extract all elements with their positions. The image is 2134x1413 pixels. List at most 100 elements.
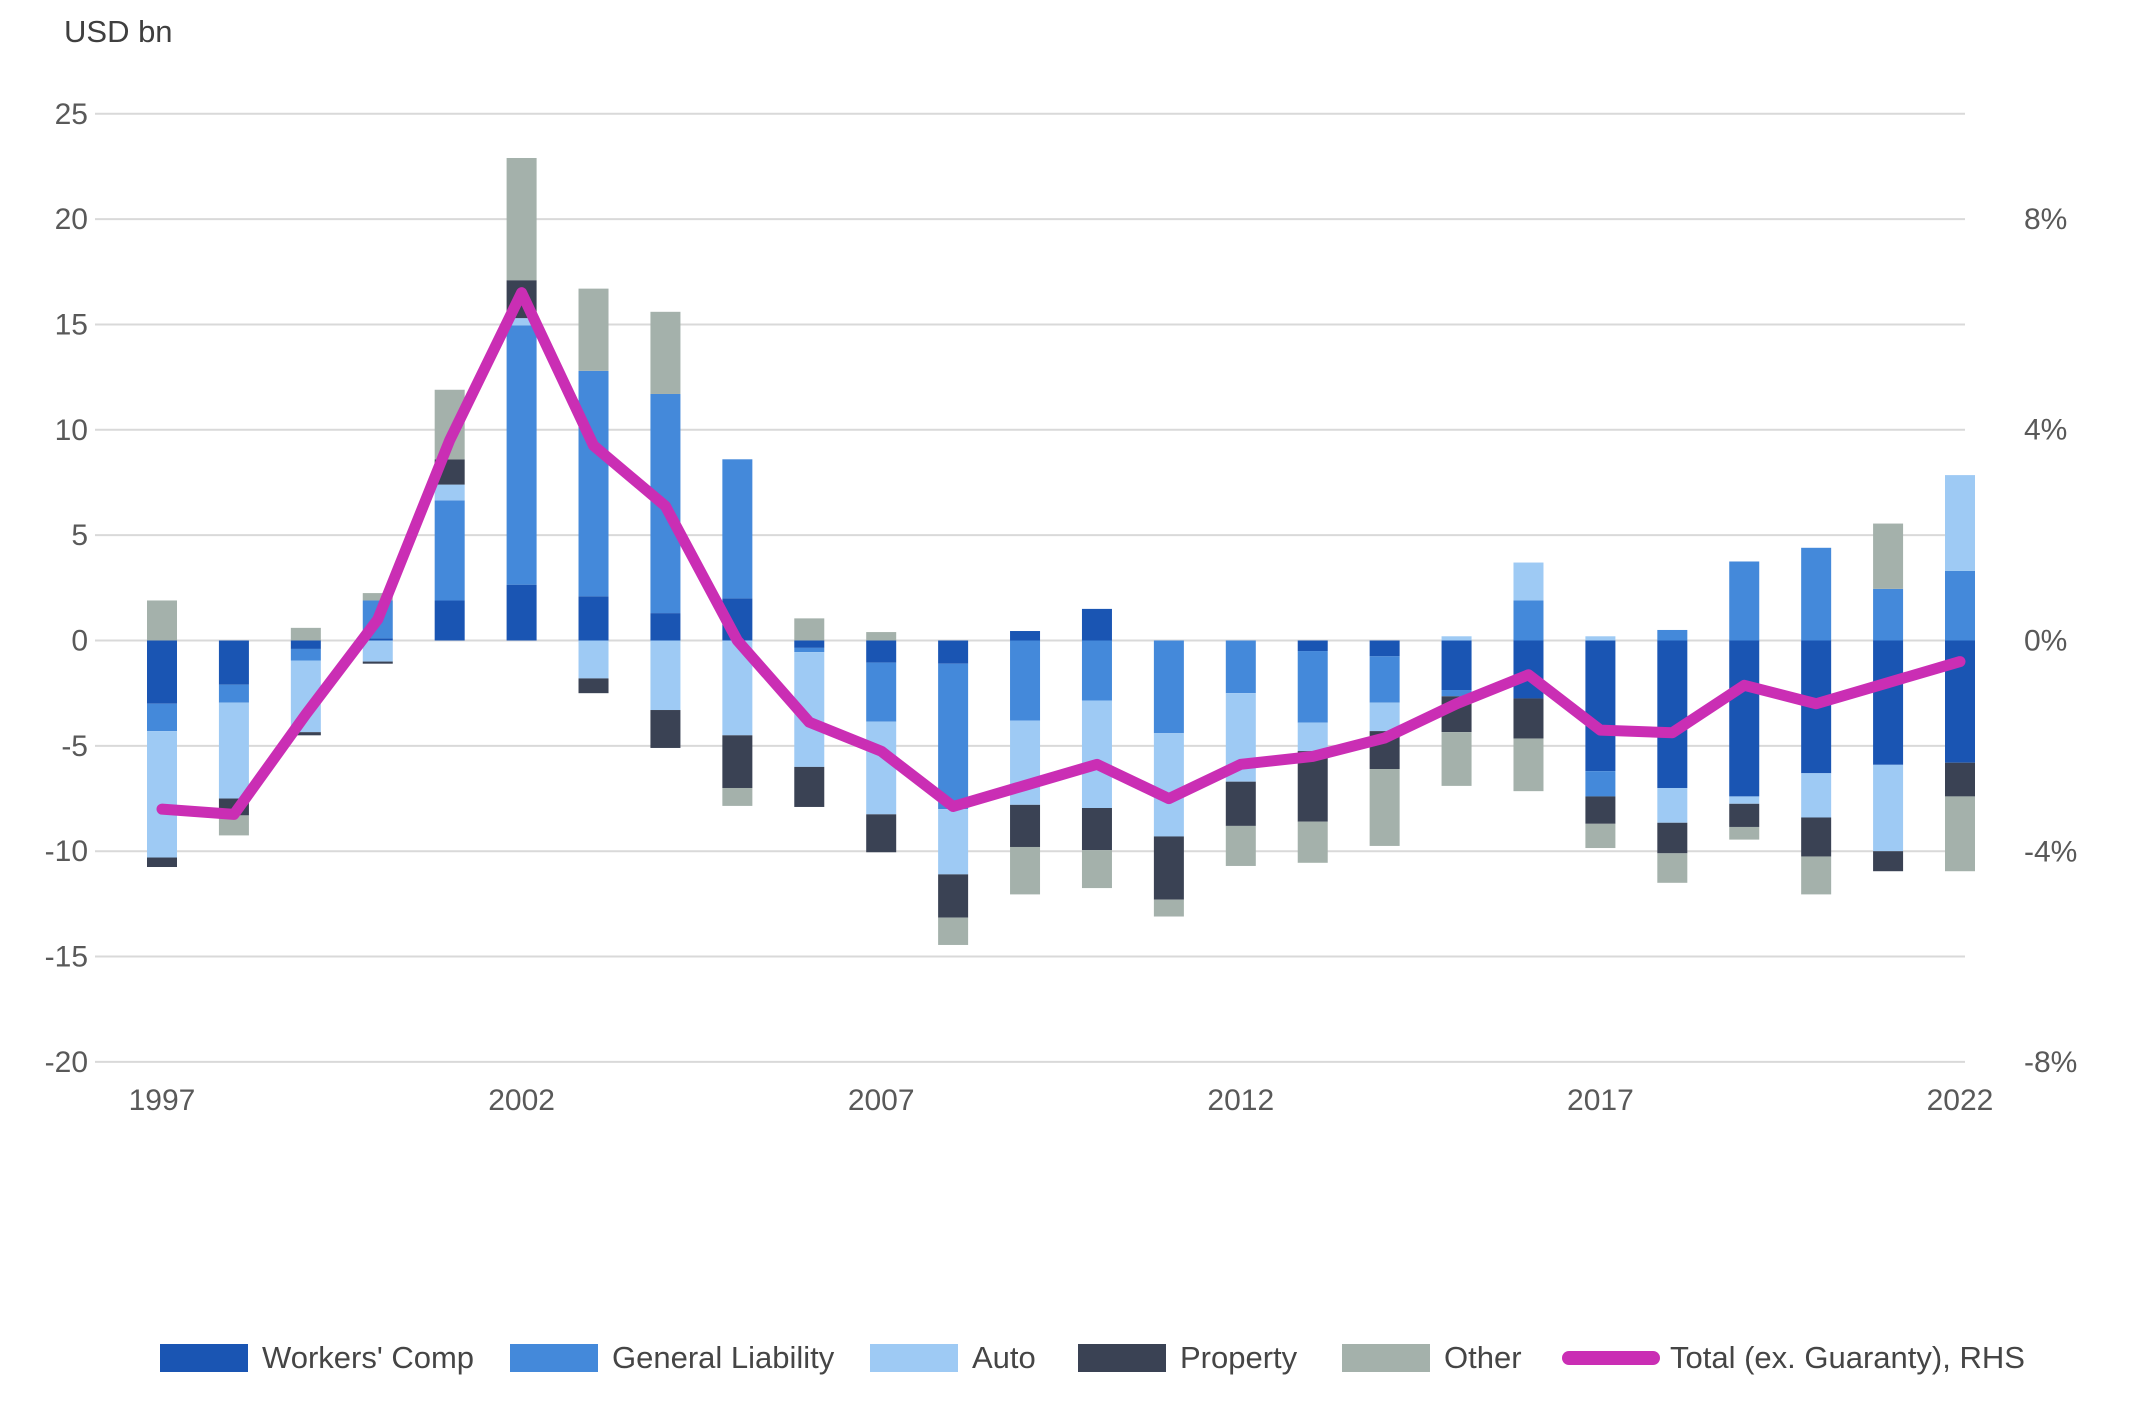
bar-segment-2008-property xyxy=(938,874,969,918)
legend-swatch-workers_comp xyxy=(160,1344,248,1372)
bar-segment-2011-other xyxy=(1153,899,1184,917)
bar-segment-1997-auto xyxy=(147,731,177,858)
bar-segment-2009-general_liability xyxy=(1010,640,1041,721)
bar-segment-2010-property xyxy=(1081,808,1112,851)
bar-segment-2016-auto xyxy=(1513,562,1544,601)
bar-segment-2006-workers_comp xyxy=(794,640,825,648)
bar-segment-2007-property xyxy=(866,814,897,853)
legend-swatch-total_line xyxy=(1562,1351,1660,1365)
bar-segment-2002-workers_comp xyxy=(506,584,537,641)
bar-segment-2015-auto xyxy=(1441,636,1472,641)
bar-segment-2019-workers_comp xyxy=(1729,640,1760,797)
legend-swatch-auto xyxy=(870,1344,958,1372)
bar-segment-2013-auto xyxy=(1297,722,1328,752)
left-axis-tick-0: 0 xyxy=(71,625,88,658)
bar-segment-2003-auto xyxy=(578,640,609,679)
bar-segment-2006-property xyxy=(794,766,825,807)
bar-segment-1998-workers_comp xyxy=(218,640,249,685)
bar-segment-2022-general_liability xyxy=(1945,570,1975,641)
bar-segment-2017-other xyxy=(1585,823,1616,849)
bar-segment-2016-general_liability xyxy=(1513,600,1544,641)
bar-segment-2021-other xyxy=(1873,523,1904,589)
bar-segment-2004-other xyxy=(650,311,681,394)
left-axis-tick--5: -5 xyxy=(61,730,88,763)
left-axis-tick-15: 15 xyxy=(55,308,88,341)
bar-segment-2017-general_liability xyxy=(1585,771,1616,797)
bar-segment-2022-auto xyxy=(1945,475,1975,571)
bar-segment-2015-other xyxy=(1441,732,1472,786)
bar-segment-2018-property xyxy=(1657,822,1688,854)
legend-label-workers_comp: Workers' Comp xyxy=(262,1340,475,1375)
left-axis-tick--20: -20 xyxy=(45,1046,88,1079)
bar-segment-2019-property xyxy=(1729,803,1760,827)
legend-item-general_liability: General Liability xyxy=(510,1330,834,1386)
bar-segment-2020-other xyxy=(1801,856,1832,895)
bar-segment-2021-general_liability xyxy=(1873,588,1904,641)
bar-segment-2021-workers_comp xyxy=(1873,640,1904,765)
bar-segment-2004-property xyxy=(650,710,681,748)
bar-segment-2021-auto xyxy=(1873,764,1904,852)
chart-legend: Workers' Comp General Liability Auto Proper… xyxy=(0,1330,2134,1390)
bar-segment-2018-other xyxy=(1657,853,1688,883)
bar-segment-2020-property xyxy=(1801,817,1832,857)
bar-segment-2000-other xyxy=(362,593,393,601)
legend-item-total_line: Total (ex. Guaranty), RHS xyxy=(1562,1330,2025,1386)
bar-segment-2014-auto xyxy=(1369,702,1400,732)
legend-item-workers_comp: Workers' Comp xyxy=(160,1330,474,1386)
bar-segment-2001-auto xyxy=(434,484,465,501)
bar-segment-2007-workers_comp xyxy=(866,640,897,663)
bar-segment-1997-workers_comp xyxy=(147,640,177,704)
bar-segment-1998-auto xyxy=(218,702,249,799)
bar-segment-2010-general_liability xyxy=(1081,640,1112,701)
legend-swatch-other xyxy=(1342,1344,1430,1372)
bar-segment-2002-auto xyxy=(506,318,537,326)
bar-segment-1998-general_liability xyxy=(218,684,249,703)
bar-segment-2019-auto xyxy=(1729,796,1760,804)
bar-segment-2009-property xyxy=(1010,804,1041,847)
bar-segment-1999-property xyxy=(290,732,321,736)
bar-segment-1999-workers_comp xyxy=(290,640,321,649)
bar-segment-2002-other xyxy=(506,157,537,281)
x-axis-tick-2017: 2017 xyxy=(1567,1084,1634,1117)
bar-segment-2019-general_liability xyxy=(1729,561,1760,641)
bar-segment-2012-general_liability xyxy=(1225,640,1256,694)
legend-swatch-property xyxy=(1078,1344,1166,1372)
bar-segment-2018-auto xyxy=(1657,787,1688,823)
bar-segment-2022-other xyxy=(1945,796,1975,872)
bar-segment-2006-other xyxy=(794,618,825,641)
total-ex-guaranty-line xyxy=(156,287,1966,820)
bar-segment-2017-property xyxy=(1585,796,1616,824)
right-axis-tick-0%: 0% xyxy=(2024,625,2067,658)
bar-segment-2008-auto xyxy=(938,809,969,875)
legend-label-total_line: Total (ex. Guaranty), RHS xyxy=(1670,1340,2025,1375)
bar-segment-2000-auto xyxy=(362,640,393,662)
legend-label-general_liability: General Liability xyxy=(612,1340,835,1375)
bar-segment-1997-property xyxy=(147,857,177,868)
bar-segment-2020-general_liability xyxy=(1801,547,1832,641)
bar-segment-2014-general_liability xyxy=(1369,656,1400,703)
bar-segment-2018-workers_comp xyxy=(1657,640,1688,788)
bar-segment-2013-general_liability xyxy=(1297,651,1328,723)
bar-segment-2003-property xyxy=(578,678,609,694)
bar-segment-1997-general_liability xyxy=(147,703,177,732)
bar-segment-2008-workers_comp xyxy=(938,640,969,664)
left-axis-title: USD bn xyxy=(64,14,173,49)
legend-item-other: Other xyxy=(1342,1330,1522,1386)
x-axis-tick-2007: 2007 xyxy=(848,1084,915,1117)
bar-segment-1999-other xyxy=(290,627,321,641)
bar-segment-2009-other xyxy=(1010,846,1041,895)
legend-item-auto: Auto xyxy=(870,1330,1036,1386)
legend-label-auto: Auto xyxy=(972,1340,1036,1375)
bar-segment-2011-auto xyxy=(1153,733,1184,837)
bar-segment-2001-general_liability xyxy=(434,500,465,601)
bar-segment-2014-other xyxy=(1369,769,1400,846)
bar-segment-2010-workers_comp xyxy=(1081,608,1112,641)
bar-segment-2005-other xyxy=(722,787,753,806)
right-axis-tick-8%: 8% xyxy=(2024,203,2067,236)
x-axis-tick-2002: 2002 xyxy=(488,1084,555,1117)
x-axis-tick-2022: 2022 xyxy=(1927,1084,1994,1117)
bar-segment-2001-workers_comp xyxy=(434,600,465,641)
bar-segment-2007-auto xyxy=(866,721,897,815)
